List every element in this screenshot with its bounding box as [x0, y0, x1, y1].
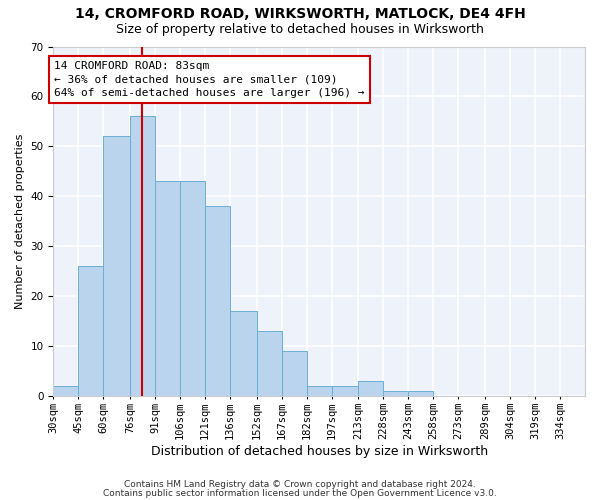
Y-axis label: Number of detached properties: Number of detached properties: [15, 134, 25, 309]
Bar: [332, 386, 358, 396]
Bar: [103, 136, 130, 396]
Text: Size of property relative to detached houses in Wirksworth: Size of property relative to detached ho…: [116, 22, 484, 36]
Bar: [230, 311, 257, 396]
Bar: [79, 266, 103, 396]
Bar: [358, 381, 383, 396]
Bar: [205, 206, 230, 396]
Bar: [53, 386, 79, 396]
Text: Contains public sector information licensed under the Open Government Licence v3: Contains public sector information licen…: [103, 488, 497, 498]
X-axis label: Distribution of detached houses by size in Wirksworth: Distribution of detached houses by size …: [151, 444, 488, 458]
Bar: [130, 116, 155, 396]
Bar: [257, 331, 282, 396]
Bar: [155, 182, 180, 396]
Bar: [307, 386, 332, 396]
Bar: [409, 391, 433, 396]
Text: 14, CROMFORD ROAD, WIRKSWORTH, MATLOCK, DE4 4FH: 14, CROMFORD ROAD, WIRKSWORTH, MATLOCK, …: [74, 8, 526, 22]
Bar: [383, 391, 409, 396]
Text: 14 CROMFORD ROAD: 83sqm
← 36% of detached houses are smaller (109)
64% of semi-d: 14 CROMFORD ROAD: 83sqm ← 36% of detache…: [54, 62, 365, 98]
Text: Contains HM Land Registry data © Crown copyright and database right 2024.: Contains HM Land Registry data © Crown c…: [124, 480, 476, 489]
Bar: [180, 182, 205, 396]
Bar: [282, 351, 307, 396]
